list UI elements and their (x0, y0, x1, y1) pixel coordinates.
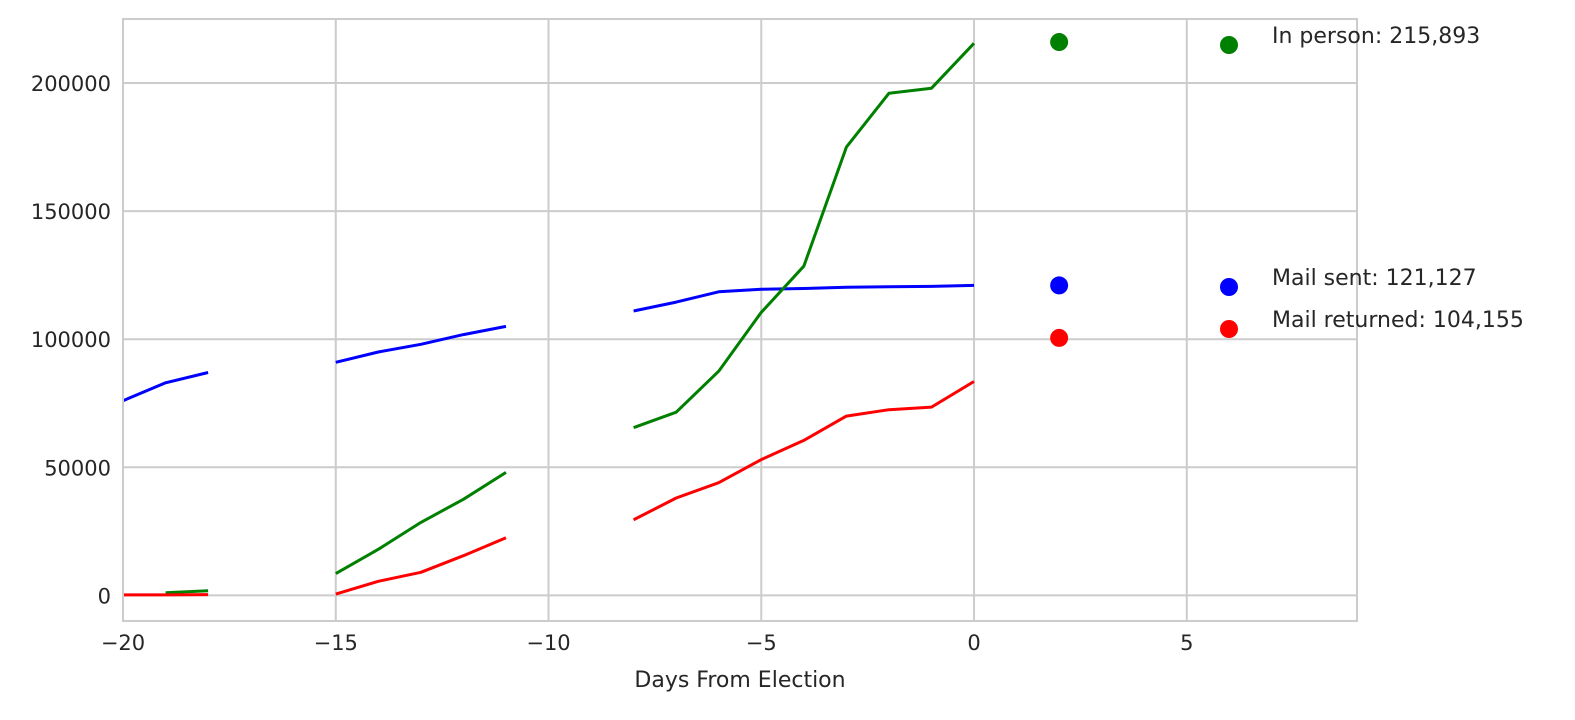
marker-point-mail-sent (1050, 276, 1068, 294)
legend-label-in-person: In person: 215,893 (1272, 24, 1480, 49)
legend-marker-mail-returned (1220, 320, 1238, 338)
series-line-in-person (166, 591, 209, 593)
legend-label-mail-returned: Mail returned: 104,155 (1272, 308, 1524, 333)
x-tick-label: 0 (967, 631, 980, 655)
y-tick-label: 150000 (31, 200, 111, 224)
legend-marker-in-person (1220, 36, 1238, 54)
legend-marker-mail-sent (1220, 278, 1238, 296)
y-tick-label: 200000 (31, 72, 111, 96)
y-tick-label: 100000 (31, 328, 111, 352)
x-axis-label: Days From Election (634, 668, 845, 693)
y-tick-label: 0 (98, 584, 111, 608)
legend-label-mail-sent: Mail sent: 121,127 (1272, 266, 1477, 291)
x-tick-label: −5 (746, 631, 777, 655)
y-tick-label: 50000 (44, 456, 111, 480)
x-tick-label: −15 (314, 631, 358, 655)
plot-background (123, 19, 1357, 621)
x-tick-label: −20 (101, 631, 145, 655)
marker-point-mail-returned (1050, 329, 1068, 347)
marker-point-in-person (1050, 33, 1068, 51)
x-tick-label: 5 (1180, 631, 1193, 655)
x-tick-label: −10 (526, 631, 570, 655)
